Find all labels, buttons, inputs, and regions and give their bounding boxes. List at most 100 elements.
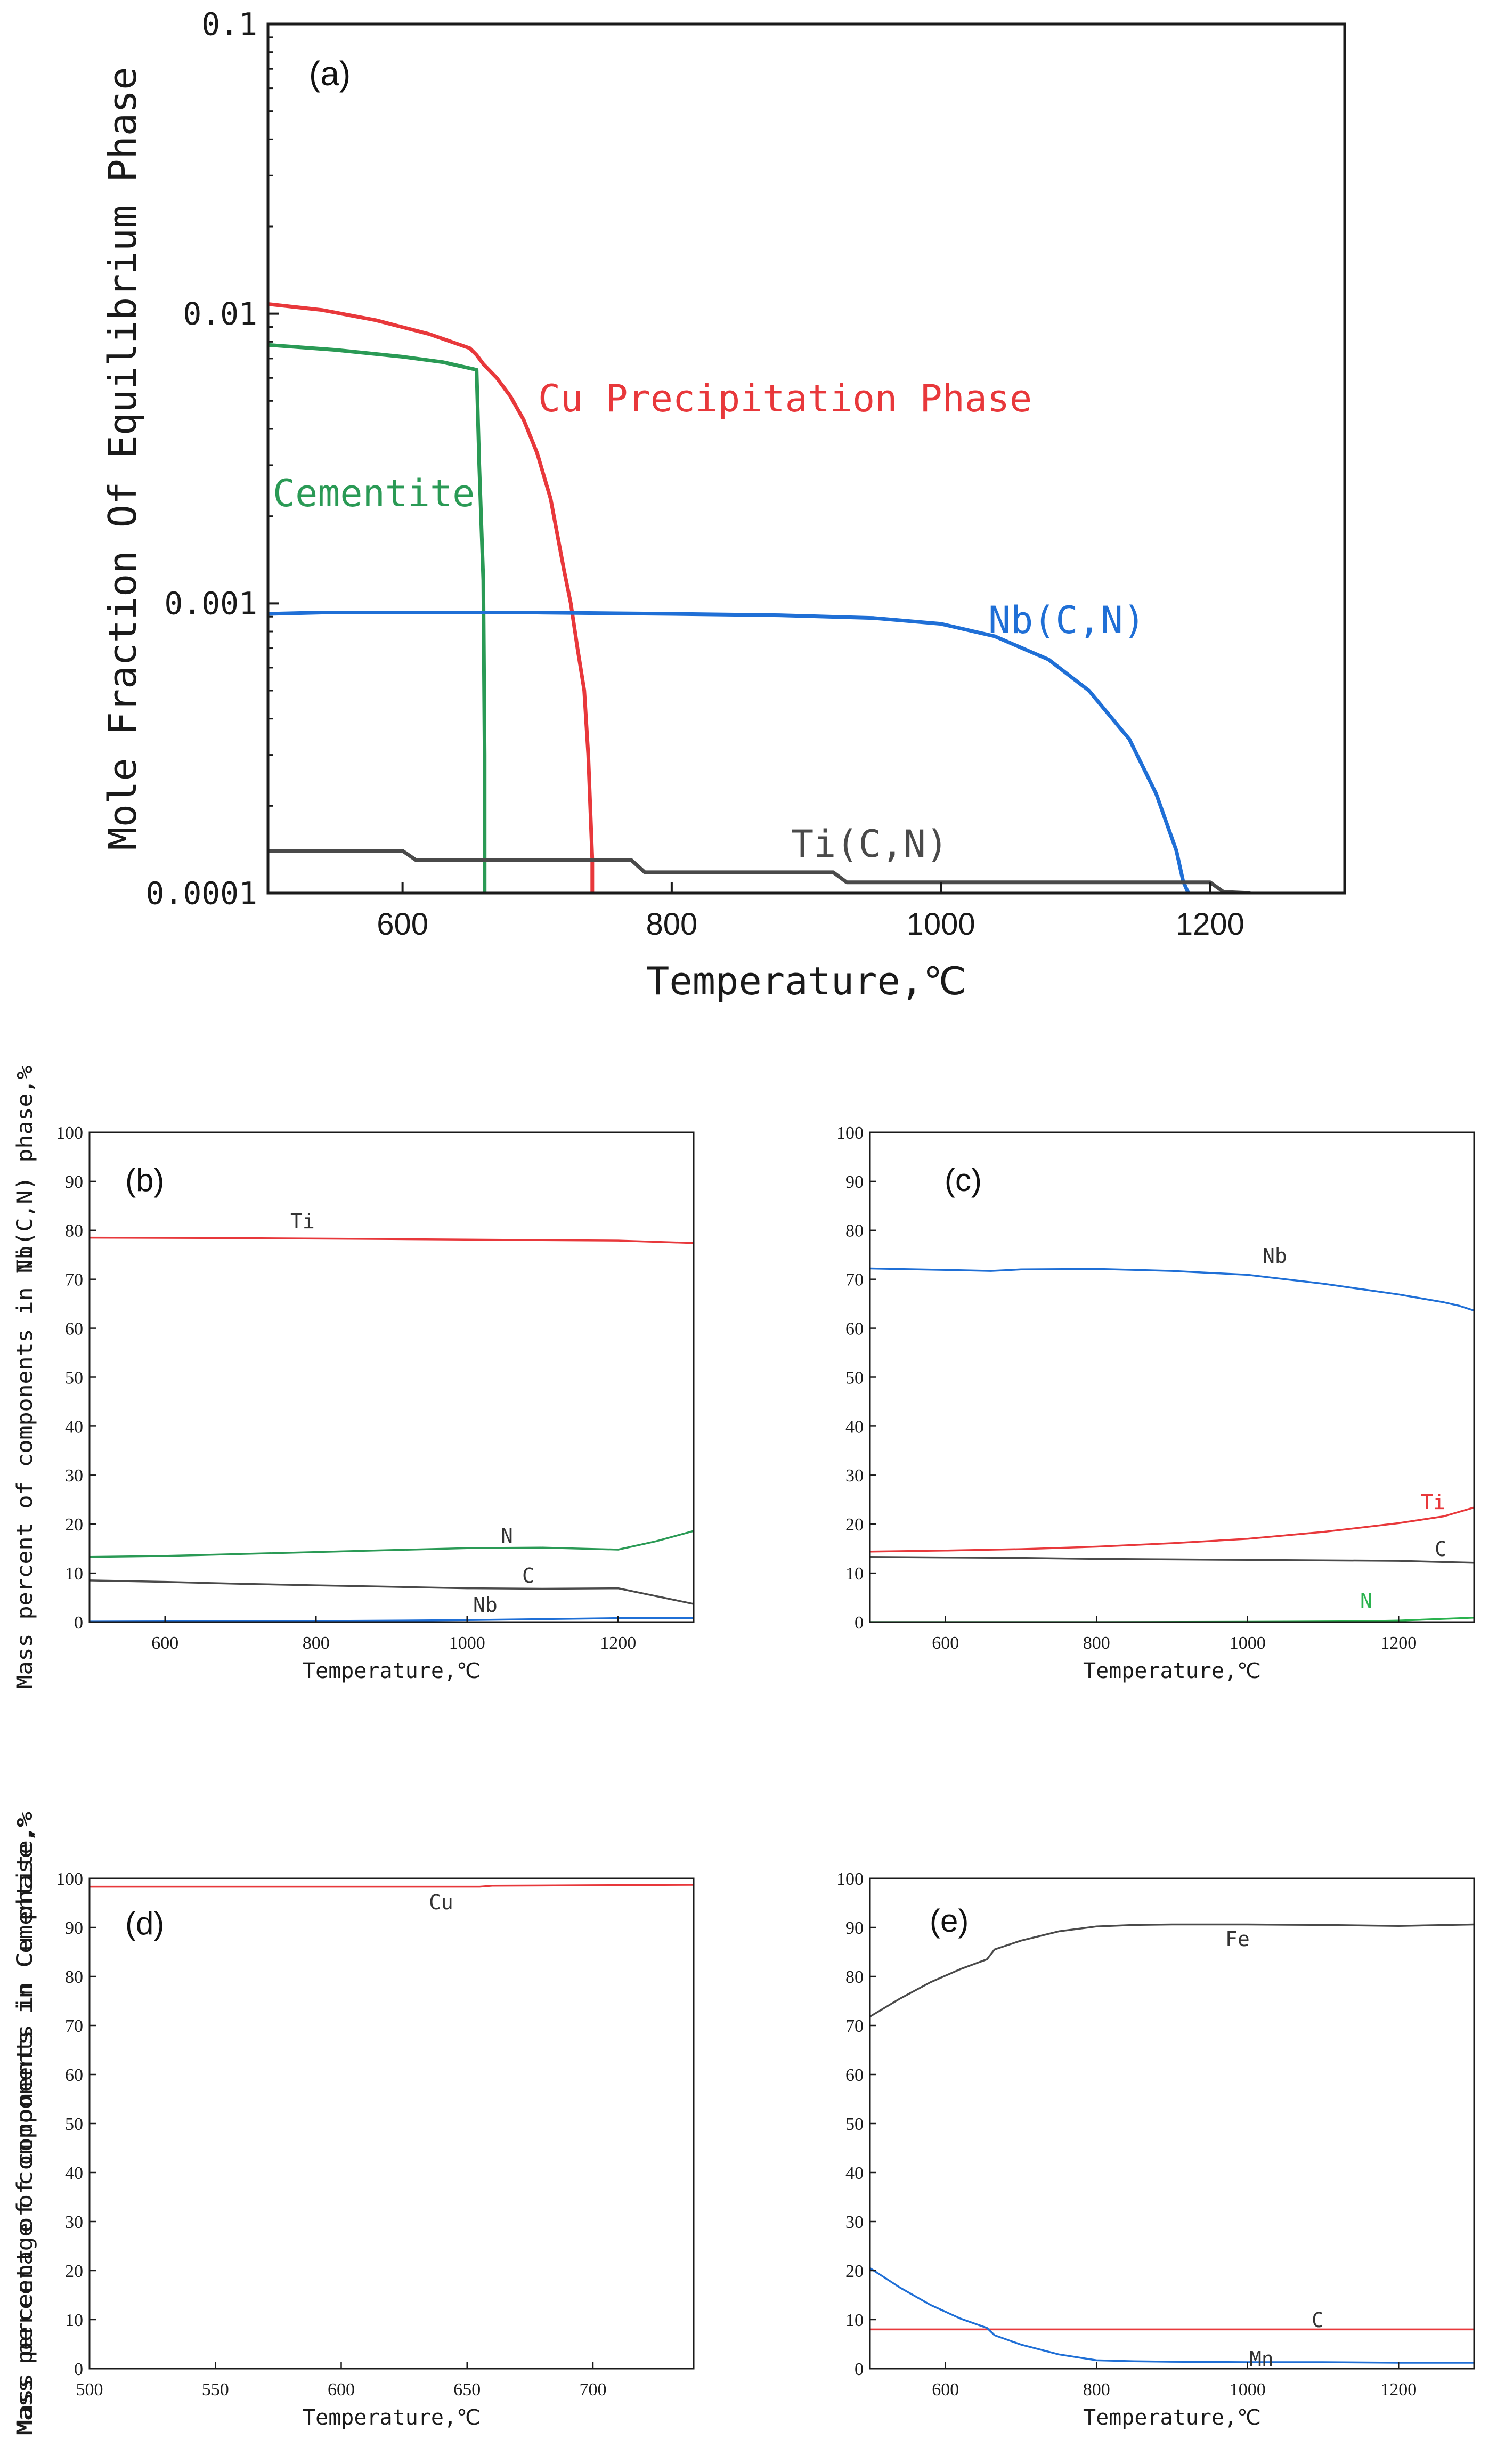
y-tick-label: 30 <box>65 1466 83 1486</box>
x-tick-label: 1000 <box>1230 2380 1266 2400</box>
y-tick-label: 0.0001 <box>145 875 257 911</box>
series-line-ti-c-n- <box>268 849 1251 893</box>
series-line-cu-precipitation-phase <box>268 302 595 893</box>
y-tick-label: 40 <box>845 1417 864 1437</box>
series-line-nb <box>90 1617 694 1622</box>
x-axis-label: Temperature,℃ <box>303 1659 481 1683</box>
x-axis-label: Temperature,℃ <box>646 959 966 1003</box>
panel-label: (d) <box>125 1906 164 1941</box>
series-line-ti <box>870 1506 1474 1553</box>
y-tick-label: 60 <box>845 2065 864 2085</box>
series-label-ti: Ti <box>1421 1490 1445 1514</box>
y-tick-label: 60 <box>845 1319 864 1339</box>
series-line-c <box>90 1579 694 1605</box>
series-label-c: C <box>522 1564 534 1587</box>
y-tick-label: 100 <box>836 1869 864 1889</box>
y-tick-label: 10 <box>65 1564 83 1584</box>
y-axis-label: Mass percent of components in Nb(C,N) ph… <box>13 1066 37 1689</box>
y-tick-label: 100 <box>836 1123 864 1143</box>
x-tick-label: 600 <box>377 907 428 942</box>
panel-label: (b) <box>125 1162 164 1198</box>
x-tick-label: 1000 <box>907 907 975 942</box>
panel-label: (e) <box>930 1903 969 1939</box>
y-tick-label: 0.01 <box>183 296 257 332</box>
y-tick-label: 10 <box>65 2311 83 2330</box>
x-tick-label: 600 <box>932 1633 959 1653</box>
y-tick-label: 40 <box>65 1417 83 1437</box>
chart-c: 600 800 1000 12000102030405060708090100Temp… <box>13 1066 1475 1689</box>
series-line-ti <box>90 1236 694 1244</box>
chart-e: 600 800 1000 12000102030405060708090100Temp… <box>13 1812 1475 2435</box>
y-tick-label: 20 <box>845 1515 864 1535</box>
series-line-fe <box>870 1923 1474 2017</box>
panel-label: (c) <box>945 1162 982 1198</box>
y-tick-label: 40 <box>845 2163 864 2183</box>
y-tick-label: 20 <box>65 1515 83 1535</box>
y-tick-label: 0 <box>855 1613 864 1633</box>
x-tick-label: 500 <box>76 2380 103 2400</box>
y-axis-label: Mole Fraction Of Equilibrium Phase <box>100 67 145 850</box>
x-tick-label: 550 <box>202 2380 229 2400</box>
y-tick-label: 20 <box>845 2262 864 2281</box>
series-line-c <box>870 1556 1474 1564</box>
y-tick-label: 70 <box>65 1270 83 1290</box>
x-tick-label: 1200 <box>600 1633 636 1653</box>
x-tick-label: 800 <box>1083 1633 1110 1653</box>
x-tick-label: 1000 <box>449 1633 485 1653</box>
chart-b: 600 800 1000 1200 0 10 20 30 40 50 60 70 80 90 100 Temp… <box>13 1066 695 1689</box>
y-tick-label: 0.001 <box>164 586 257 622</box>
y-tick-label: 90 <box>845 1918 864 1938</box>
y-tick-label: 30 <box>845 1466 864 1486</box>
series-label-c: C <box>1312 2308 1324 2332</box>
y-tick-label: 0 <box>74 1613 83 1633</box>
x-tick-label: 1200 <box>1380 2380 1417 2400</box>
x-tick-label: 600 <box>328 2380 355 2400</box>
y-axis-label: Mass percent of components in Ti(C,N) ph… <box>13 1066 37 1689</box>
series-label-c: C <box>1435 1537 1447 1561</box>
y-tick-label: 100 <box>56 1869 83 1889</box>
series-line-nb-c-n- <box>268 611 1191 893</box>
y-tick-label: 50 <box>65 1368 83 1388</box>
x-tick-label: 1200 <box>1176 907 1244 942</box>
series-label-cu: Cu <box>429 1891 453 1914</box>
y-tick-label: 100 <box>56 1123 83 1143</box>
y-tick-label: 90 <box>65 1172 83 1192</box>
y-tick-label: 60 <box>65 2065 83 2085</box>
y-tick-label: 80 <box>65 1967 83 1987</box>
x-axis-label: Temperature,℃ <box>303 2405 481 2430</box>
x-tick-label: 1000 <box>1230 1633 1266 1653</box>
x-tick-label: 650 <box>453 2380 481 2400</box>
x-tick-label: 800 <box>646 907 697 942</box>
x-tick-label: 600 <box>151 1633 178 1653</box>
y-tick-label: 90 <box>65 1918 83 1938</box>
series-line-cu <box>90 1884 694 1888</box>
series-line-nb <box>870 1267 1474 1312</box>
y-tick-label: 0 <box>74 2360 83 2379</box>
y-tick-label: 80 <box>845 1221 864 1241</box>
y-tick-label: 10 <box>845 1564 864 1584</box>
series-label-fe: Fe <box>1225 1927 1250 1951</box>
y-axis-label: Mass percent of components in Cu phase,% <box>13 1812 37 2435</box>
series-label-ti-c-n-: Ti(C,N) <box>791 822 948 866</box>
y-tick-label: 10 <box>845 2311 864 2330</box>
y-tick-label: 30 <box>845 2212 864 2232</box>
y-tick-label: 50 <box>65 2114 83 2134</box>
y-tick-label: 80 <box>65 1221 83 1241</box>
y-tick-label: 30 <box>65 2212 83 2232</box>
x-axis-label: Temperature,℃ <box>1083 2405 1261 2430</box>
y-tick-label: 50 <box>845 1368 864 1388</box>
chart-d: 500 550 600 650 700 0 10 20 30 40 50 60 70 80 90 100 Tem… <box>13 1812 695 2435</box>
series-label-n: N <box>1360 1589 1372 1612</box>
plot-frame <box>266 22 1346 895</box>
x-tick-label: 800 <box>303 1633 330 1653</box>
y-tick-label: 0 <box>855 2360 864 2379</box>
y-tick-label: 70 <box>65 2016 83 2036</box>
series-label-mn: Mn <box>1249 2347 1274 2371</box>
series-label-n: N <box>501 1524 513 1547</box>
x-axis-label: Temperature,℃ <box>1083 1659 1261 1683</box>
y-tick-label: 60 <box>65 1319 83 1339</box>
series-label-cementite: Cementite <box>273 472 475 515</box>
series-label-nb: Nb <box>473 1593 498 1617</box>
y-axis-label: Mass percentage of components in Cementi… <box>13 1812 37 2435</box>
